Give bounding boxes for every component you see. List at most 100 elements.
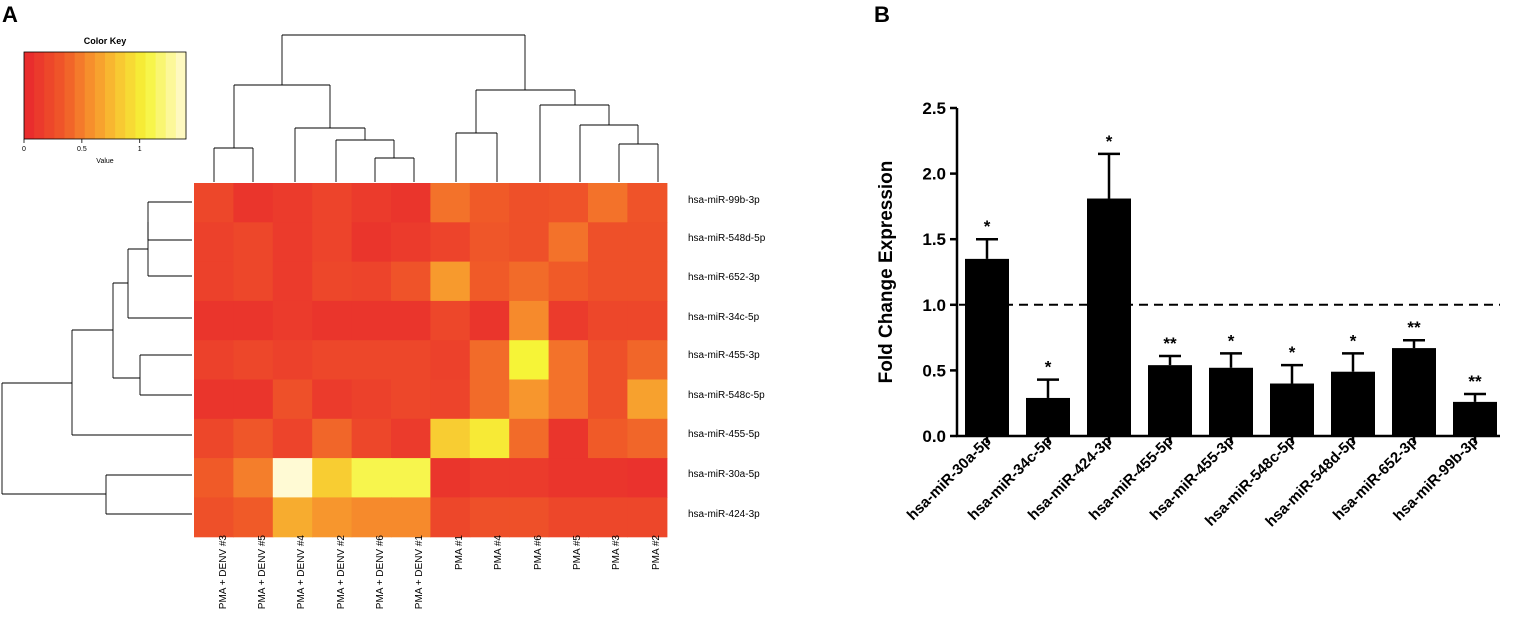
heatmap-cell bbox=[548, 379, 589, 420]
heatmap-cell bbox=[627, 183, 668, 223]
heatmap-cell bbox=[430, 340, 471, 381]
heatmap-cell bbox=[430, 379, 471, 420]
color-key-swatch bbox=[175, 52, 187, 139]
heatmap-cell bbox=[233, 300, 274, 341]
color-key-tick-label: 0.5 bbox=[77, 146, 87, 153]
row-label: hsa-miR-548c-5p bbox=[688, 390, 765, 401]
row-label: hsa-miR-455-5p bbox=[688, 429, 760, 440]
color-key-xlabel: Value bbox=[96, 158, 113, 165]
heatmap-cell bbox=[627, 222, 668, 263]
panel-label-a: A bbox=[2, 2, 18, 27]
heatmap-cell bbox=[194, 183, 234, 223]
heatmap-cell bbox=[548, 458, 589, 498]
row-label: hsa-miR-30a-5p bbox=[688, 469, 760, 480]
heatmap-cell bbox=[588, 300, 628, 341]
heatmap-cell bbox=[312, 458, 353, 498]
heatmap-cell bbox=[391, 458, 431, 498]
significance-marker: * bbox=[984, 217, 991, 236]
color-key-swatch bbox=[84, 52, 96, 139]
heatmap-cell bbox=[233, 340, 274, 381]
row-label: hsa-miR-652-3p bbox=[688, 272, 760, 283]
color-key-swatch bbox=[94, 52, 106, 139]
heatmap-cell bbox=[272, 222, 313, 263]
significance-marker: ** bbox=[1407, 318, 1421, 337]
bar bbox=[1209, 367, 1253, 436]
heatmap-cell bbox=[351, 261, 392, 302]
significance-marker: ** bbox=[1468, 372, 1482, 391]
color-key-swatch bbox=[44, 52, 55, 139]
heatmap-cell bbox=[233, 379, 274, 420]
heatmap-cell bbox=[312, 300, 353, 341]
heatmap-cell bbox=[194, 497, 234, 538]
heatmap-cell bbox=[391, 379, 431, 420]
heatmap-cell bbox=[588, 418, 628, 459]
heatmap-cell bbox=[588, 458, 628, 498]
heatmap-cell bbox=[312, 379, 353, 420]
color-key-swatch bbox=[125, 52, 136, 139]
heatmap-cell bbox=[469, 458, 510, 498]
heatmap-cell bbox=[194, 261, 234, 302]
heatmap-cell bbox=[548, 497, 589, 538]
significance-marker: * bbox=[1350, 331, 1357, 350]
bar bbox=[1026, 397, 1070, 436]
heatmap-cell bbox=[588, 222, 628, 263]
color-key-swatch bbox=[145, 52, 157, 139]
bar bbox=[1453, 401, 1497, 436]
heatmap-cell bbox=[588, 340, 628, 381]
row-label: hsa-miR-34c-5p bbox=[688, 312, 760, 323]
heatmap-cell bbox=[469, 183, 510, 223]
heatmap-cell bbox=[430, 418, 471, 459]
heatmap-cell bbox=[469, 222, 510, 263]
y-tick-label: 1.0 bbox=[922, 296, 946, 315]
heatmap-cell bbox=[312, 183, 353, 223]
heatmap-cell bbox=[588, 497, 628, 538]
heatmap-cell bbox=[233, 458, 274, 498]
column-label: PMA + DENV #5 bbox=[257, 535, 268, 610]
heatmap-cell bbox=[391, 418, 431, 459]
heatmap-cell bbox=[272, 497, 313, 538]
heatmap-cell bbox=[233, 418, 274, 459]
heatmap-cell bbox=[469, 379, 510, 420]
heatmap-cell bbox=[272, 458, 313, 498]
heatmap-cell bbox=[391, 300, 431, 341]
column-label: PMA + DENV #2 bbox=[336, 535, 347, 610]
heatmap-cell bbox=[391, 183, 431, 223]
heatmap-cell bbox=[194, 458, 234, 498]
heatmap-cell bbox=[430, 497, 471, 538]
heatmap-cell bbox=[272, 183, 313, 223]
significance-marker: * bbox=[1289, 343, 1296, 362]
heatmap-column-labels: PMA + DENV #3 PMA + DENV #5 PMA + DENV #… bbox=[218, 535, 662, 610]
heatmap-cell bbox=[509, 379, 550, 420]
heatmap-row-labels: hsa-miR-99b-3p hsa-miR-548d-5p hsa-miR-6… bbox=[688, 195, 766, 520]
significance-marker: * bbox=[1106, 132, 1113, 151]
y-tick-label: 0.5 bbox=[922, 361, 946, 380]
heatmap-cell bbox=[469, 340, 510, 381]
heatmap-cell bbox=[233, 497, 274, 538]
heatmap-cell bbox=[509, 222, 550, 263]
bar bbox=[1331, 371, 1375, 436]
color-key-swatch bbox=[64, 52, 76, 139]
heatmap-cell bbox=[351, 222, 392, 263]
heatmap-cell bbox=[588, 183, 628, 223]
heatmap-cell bbox=[351, 418, 392, 459]
heatmap-cell bbox=[548, 261, 589, 302]
heatmap-cell bbox=[233, 261, 274, 302]
heatmap-cell bbox=[509, 418, 550, 459]
heatmap-cell bbox=[312, 418, 353, 459]
row-label: hsa-miR-455-3p bbox=[688, 350, 760, 361]
heatmap-cell bbox=[351, 379, 392, 420]
heatmap-cell bbox=[194, 418, 234, 459]
heatmap-cell bbox=[627, 261, 668, 302]
color-key-ticks: 0 0.5 1 bbox=[22, 139, 142, 153]
heatmap-cell bbox=[430, 458, 471, 498]
heatmap-cell bbox=[627, 458, 668, 498]
heatmap-cell bbox=[351, 497, 392, 538]
heatmap-cell bbox=[588, 379, 628, 420]
color-key-swatch bbox=[74, 52, 86, 139]
heatmap-cell bbox=[391, 340, 431, 381]
color-key-swatch bbox=[135, 52, 146, 139]
x-tick-labels: hsa-miR-30a-5p hsa-miR-34c-5p hsa-miR-42… bbox=[904, 433, 1482, 530]
heatmap-cell bbox=[272, 418, 313, 459]
heatmap-cell bbox=[430, 222, 471, 263]
